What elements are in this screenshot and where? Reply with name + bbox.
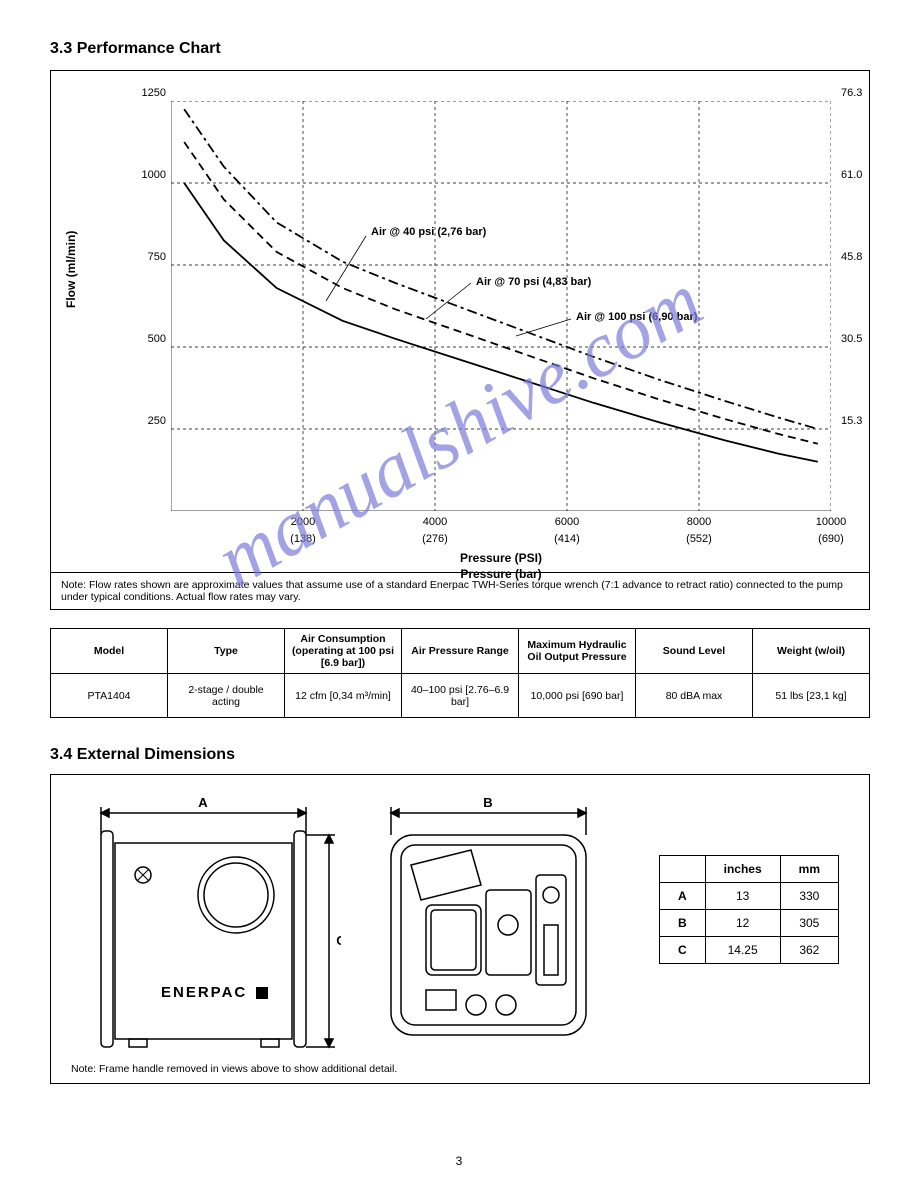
dimensions-title: 3.4 External Dimensions [50, 746, 868, 764]
dim-cell: 330 [780, 883, 838, 910]
spec-header: Type [168, 629, 285, 674]
dim-cell: C [659, 937, 705, 964]
performance-chart: Flow (ml/min) [50, 70, 870, 610]
spec-cell: 40–100 psi [2.76–6.9 bar] [402, 674, 519, 718]
spec-header: Air Consumption (operating at 100 psi [6… [285, 629, 402, 674]
x-axis-label-psi: Pressure (PSI) [171, 551, 831, 565]
dimensions-note: Note: Frame handle removed in views abov… [71, 1063, 397, 1075]
spec-cell: PTA1404 [51, 674, 168, 718]
spec-header: Model [51, 629, 168, 674]
spec-table: ModelTypeAir Consumption (operating at 1… [50, 628, 870, 718]
chart-note: Note: Flow rates shown are approximate v… [51, 572, 869, 609]
spec-header: Weight (w/oil) [753, 629, 870, 674]
spec-cell: 2-stage / double acting [168, 674, 285, 718]
spec-cell: 12 cfm [0,34 m³/min] [285, 674, 402, 718]
curve1-label: Air @ 40 psi (2,76 bar) [371, 226, 486, 238]
chart-section-title: 3.3 Performance Chart [50, 40, 868, 58]
spec-cell: 51 lbs [23,1 kg] [753, 674, 870, 718]
svg-text:B: B [483, 795, 492, 810]
chart-plot-area [171, 101, 831, 511]
svg-text:A: A [198, 795, 208, 810]
spec-cell: 10,000 psi [690 bar] [519, 674, 636, 718]
dim-cell: 12 [705, 910, 780, 937]
spec-header: Air Pressure Range [402, 629, 519, 674]
dim-cell: 362 [780, 937, 838, 964]
dim-cell: A [659, 883, 705, 910]
curve3-label: Air @ 100 psi (6,90 bar) [576, 311, 697, 323]
spec-header: Maximum Hydraulic Oil Output Pressure [519, 629, 636, 674]
dimensions-figure: A C ENERPAC [50, 774, 870, 1084]
dim-cell: 13 [705, 883, 780, 910]
dim-cell: B [659, 910, 705, 937]
dimensions-table: inchesmm A13330B12305C14.25362 [659, 855, 839, 964]
y-axis-label: Flow (ml/min) [64, 231, 78, 308]
curve2-label: Air @ 70 psi (4,83 bar) [476, 276, 591, 288]
brand-logo: ENERPAC [161, 984, 247, 1001]
dim-cell: 305 [780, 910, 838, 937]
svg-text:C: C [336, 933, 341, 948]
spec-header: Sound Level [636, 629, 753, 674]
spec-cell: 80 dBA max [636, 674, 753, 718]
dim-cell: 14.25 [705, 937, 780, 964]
page-number: 3 [456, 1154, 463, 1168]
